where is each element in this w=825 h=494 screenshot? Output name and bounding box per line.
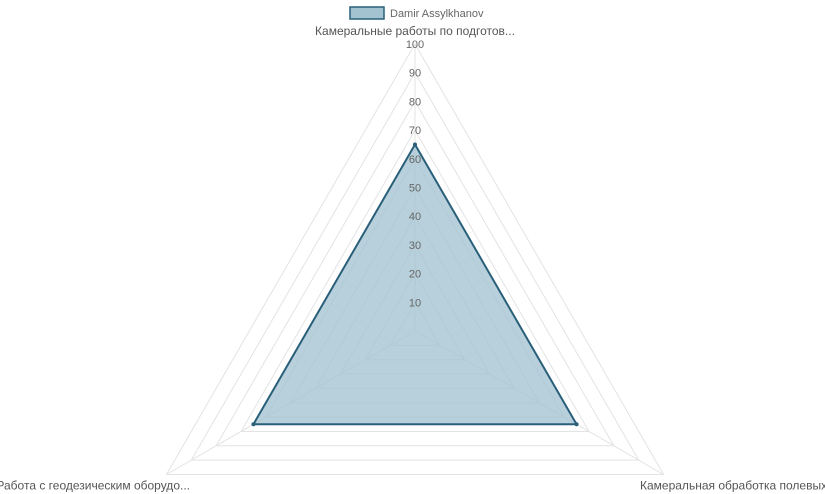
axis-label: Камеральные работы по подготов...	[315, 24, 515, 38]
legend-label[interactable]: Damir Assylkhanov	[390, 8, 484, 20]
tick-label: 100	[406, 39, 424, 51]
grid-ring	[165, 43, 665, 475]
series-point[interactable]	[251, 422, 256, 427]
grid-ring	[190, 71, 640, 461]
axis-label: Камеральная обработка полевых ...	[640, 479, 825, 493]
tick-label: 80	[409, 96, 421, 108]
radar-axis-labels: Камеральные работы по подготов... Камерал…	[0, 24, 825, 493]
tick-label: 60	[409, 154, 421, 166]
axis-label: Работа с геодезическим оборудо...	[0, 479, 190, 493]
radar-tick-labels: 10 20 30 40 50 60 70 80 90 100	[406, 39, 424, 309]
grid-ring	[240, 129, 590, 432]
series-polygon[interactable]	[251, 142, 579, 426]
series-point[interactable]	[413, 142, 417, 147]
tick-label: 10	[409, 297, 421, 309]
tick-label: 20	[409, 269, 421, 281]
tick-label: 30	[409, 240, 421, 252]
radar-series-layer	[251, 142, 579, 427]
tick-label: 50	[409, 183, 421, 195]
legend-swatch[interactable]	[349, 6, 385, 20]
grid-ring	[215, 100, 615, 447]
tick-label: 70	[409, 125, 421, 137]
tick-label: 40	[409, 211, 421, 223]
series-point[interactable]	[574, 422, 579, 427]
legend[interactable]: Damir Assylkhanov	[349, 6, 484, 20]
tick-label: 90	[409, 68, 421, 80]
